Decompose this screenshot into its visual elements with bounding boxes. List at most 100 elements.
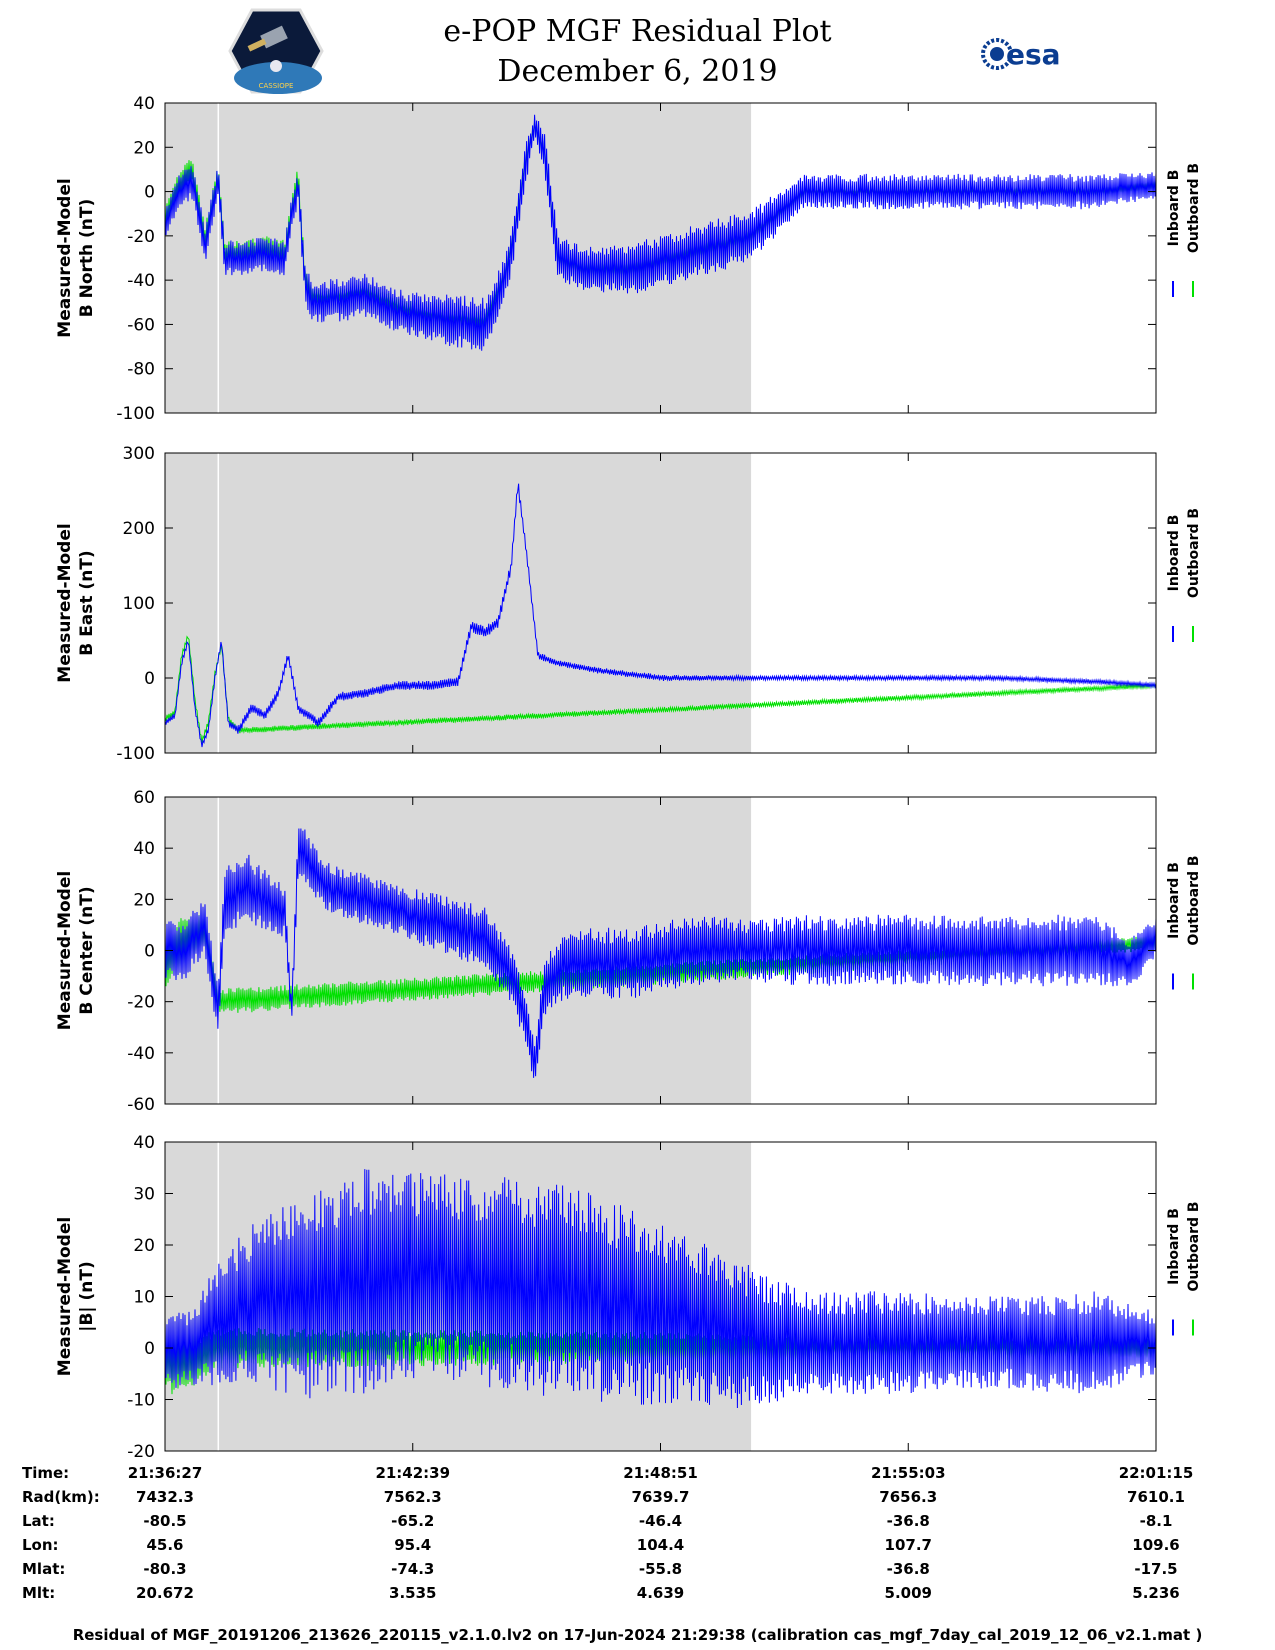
y-tick-label: 20 [133,1236,155,1256]
info-row: Rad(km): 7432.3 7562.3 7639.7 7656.3 7610.1 [0,1488,1275,1510]
y-axis-label-line1: Measured-Model [55,871,75,1030]
orbit-info-table: Time: 21:36:27 21:42:39 21:48:51 21:55:03 22:… [0,1464,1275,1614]
y-axis-label-line1: Measured-Model [55,523,75,682]
legend-outboard-label: Outboard B [1186,508,1202,598]
info-row: Lat: -80.5 -65.2 -46.4 -36.8 -8.1 [0,1512,1275,1534]
y-axis-label-line2: B East (nT) [77,550,97,655]
legend-inboard-label: Inboard B [1166,862,1182,939]
y-tick-label: 100 [123,594,155,614]
y-tick-label: -100 [116,404,155,424]
y-tick-label: 40 [133,94,155,114]
info-row: Time: 21:36:27 21:42:39 21:48:51 21:55:03 22:… [0,1464,1275,1486]
info-value: 95.4 [394,1536,432,1554]
y-axis-label: Measured-Model |B| (nT) [55,1217,97,1376]
y-tick-label: -20 [127,1442,155,1460]
info-value: -80.3 [143,1560,187,1578]
y-tick-label: -60 [127,315,155,335]
info-row-label: Lat: [22,1512,55,1530]
y-tick-label: 30 [133,1185,155,1205]
info-value: -74.3 [391,1560,435,1578]
info-value: 7639.7 [631,1488,690,1506]
y-tick-label: 20 [133,138,155,158]
y-tick-label: 0 [144,942,155,962]
y-tick-label: 0 [144,1339,155,1359]
info-value: -36.8 [886,1560,930,1578]
y-tick-label: -60 [127,1095,155,1115]
y-axis-label: Measured-Model B North (nT) [55,178,97,337]
esa-logo-text: esa [1006,38,1060,71]
footer-caption: Residual of MGF_20191206_213626_220115_v… [72,1626,1203,1644]
y-tick-label: 40 [133,839,155,859]
y-tick-label: 200 [123,519,155,539]
info-value: -65.2 [391,1512,435,1530]
y-tick-label: 40 [133,1133,155,1153]
y-tick-label: -80 [127,360,155,380]
legend-outboard-label: Outboard B [1186,163,1202,253]
chart-panel-3: 60 40 20 0 -20 -40 -60 Measured-Model B Center (… [55,788,1202,1115]
info-row-label: Lon: [22,1536,59,1554]
y-axis-label: Measured-Model B Center (nT) [55,871,97,1030]
chart-panel-2: 300 200 100 0 -100 Measured-Model B East (nT) I… [55,444,1202,764]
info-value: 7432.3 [136,1488,194,1506]
info-value: -36.8 [886,1512,930,1530]
y-axis-label-line1: Measured-Model [55,1217,75,1376]
y-axis-label-line1: Measured-Model [55,178,75,337]
y-tick-label: 60 [133,788,155,808]
info-row: Mlat: -80.3 -74.3 -55.8 -36.8 -17.5 [0,1560,1275,1582]
chart-panel-1: 40 20 0 -20 -40 -60 -80 -100 Measured-Model B Nor… [55,94,1202,424]
shaded-region [165,453,752,753]
info-value: 5.009 [884,1584,932,1602]
info-row-label: Mlt: [22,1584,56,1602]
info-value: -80.5 [143,1512,187,1530]
y-axis-label-line2: B North (nT) [77,199,97,318]
inboard-b-trace [165,114,1156,351]
info-value: 45.6 [146,1536,184,1554]
info-row-label: Rad(km): [22,1488,100,1506]
info-value: 22:01:15 [1118,1464,1194,1482]
info-value: -8.1 [1139,1512,1173,1530]
info-value: 107.7 [884,1536,932,1554]
inboard-b-trace [165,1169,1156,1409]
inboard-b-trace [165,483,1156,748]
y-tick-label: 0 [144,183,155,203]
info-value: 7562.3 [383,1488,442,1506]
info-value: 109.6 [1132,1536,1180,1554]
info-value: -55.8 [638,1560,683,1578]
info-value: 21:36:27 [127,1464,203,1482]
outboard-b-trace [165,635,1156,743]
info-row: Lon: 45.6 95.4 104.4 107.7 109.6 [0,1536,1275,1558]
legend-inboard-label: Inboard B [1166,1208,1182,1285]
plot-date: December 6, 2019 [497,54,778,89]
y-axis-label-line2: B Center (nT) [77,886,97,1014]
inboard-b-trace [165,828,1156,1078]
y-axis-label-line2: |B| (nT) [77,1261,97,1332]
info-value: 21:55:03 [870,1464,946,1482]
info-value: 7610.1 [1127,1488,1185,1506]
y-tick-label: 20 [133,890,155,910]
y-tick-label: -10 [127,1391,155,1411]
info-value: 7656.3 [879,1488,938,1506]
info-value: 104.4 [636,1536,685,1554]
info-value: -17.5 [1134,1560,1178,1578]
info-value: -46.4 [638,1512,683,1530]
plot-title: e-POP MGF Residual Plot [443,14,832,49]
info-row-label: Time: [22,1464,70,1482]
y-tick-label: -20 [127,227,155,247]
y-axis-label: Measured-Model B East (nT) [55,523,97,682]
info-value: 5.236 [1132,1584,1180,1602]
info-value: 3.535 [389,1584,437,1602]
chart-panel-4: 40 30 20 10 0 -10 -20 Measured-Model |B| (nT) Inb… [55,1133,1202,1460]
y-tick-label: -40 [127,271,155,291]
info-value: 20.672 [136,1584,194,1602]
info-value: 21:42:39 [375,1464,451,1482]
info-row-label: Mlat: [22,1560,66,1578]
legend-outboard-label: Outboard B [1186,1201,1202,1291]
y-tick-label: 300 [123,444,155,464]
info-value: 21:48:51 [623,1464,698,1482]
info-value: 4.639 [636,1584,685,1602]
y-tick-label: -40 [127,1044,155,1064]
y-tick-label: 0 [144,669,155,689]
cassiope-logo-icon: CASSIOPE [228,8,324,94]
legend-inboard-label: Inboard B [1166,170,1182,247]
